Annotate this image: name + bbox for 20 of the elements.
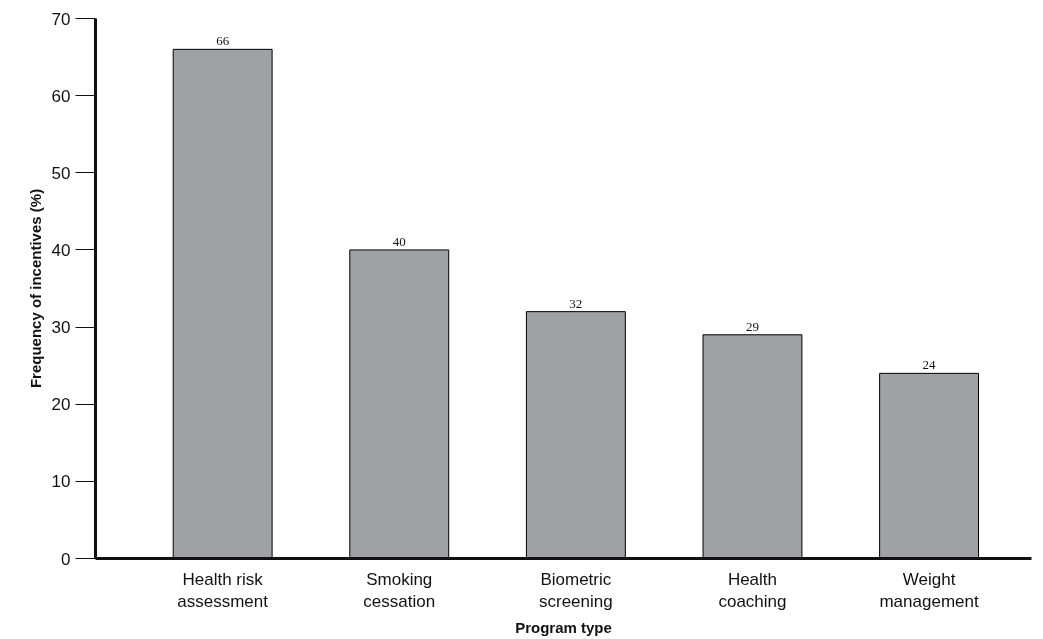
data-label: 29 [745,318,759,334]
y-tick-label: 10 [51,472,71,492]
y-tick-label: 20 [51,395,71,415]
data-label: 40 [392,233,406,249]
y-tick-label: 30 [51,318,71,338]
data-label: 24 [922,357,937,373]
y-tick-label: 50 [51,163,71,183]
x-tick-label: Health coaching [718,569,787,612]
y-tick-label: 70 [51,9,71,29]
y-tick-label: 0 [61,549,71,569]
y-tick-label: 40 [51,240,71,260]
x-tick-label: Health risk assessment [177,569,269,612]
x-axis-title: Program type [515,619,612,637]
data-label: 66 [216,33,230,49]
y-tick-label: 60 [51,86,71,106]
x-tick-label: Weight management [879,569,979,612]
y-axis-title: Frequency of incentives (%) [26,188,44,389]
data-label: 32 [569,295,583,311]
x-tick-label: Smoking cessation [363,569,436,612]
x-tick-label: Biometric screening [539,569,613,612]
